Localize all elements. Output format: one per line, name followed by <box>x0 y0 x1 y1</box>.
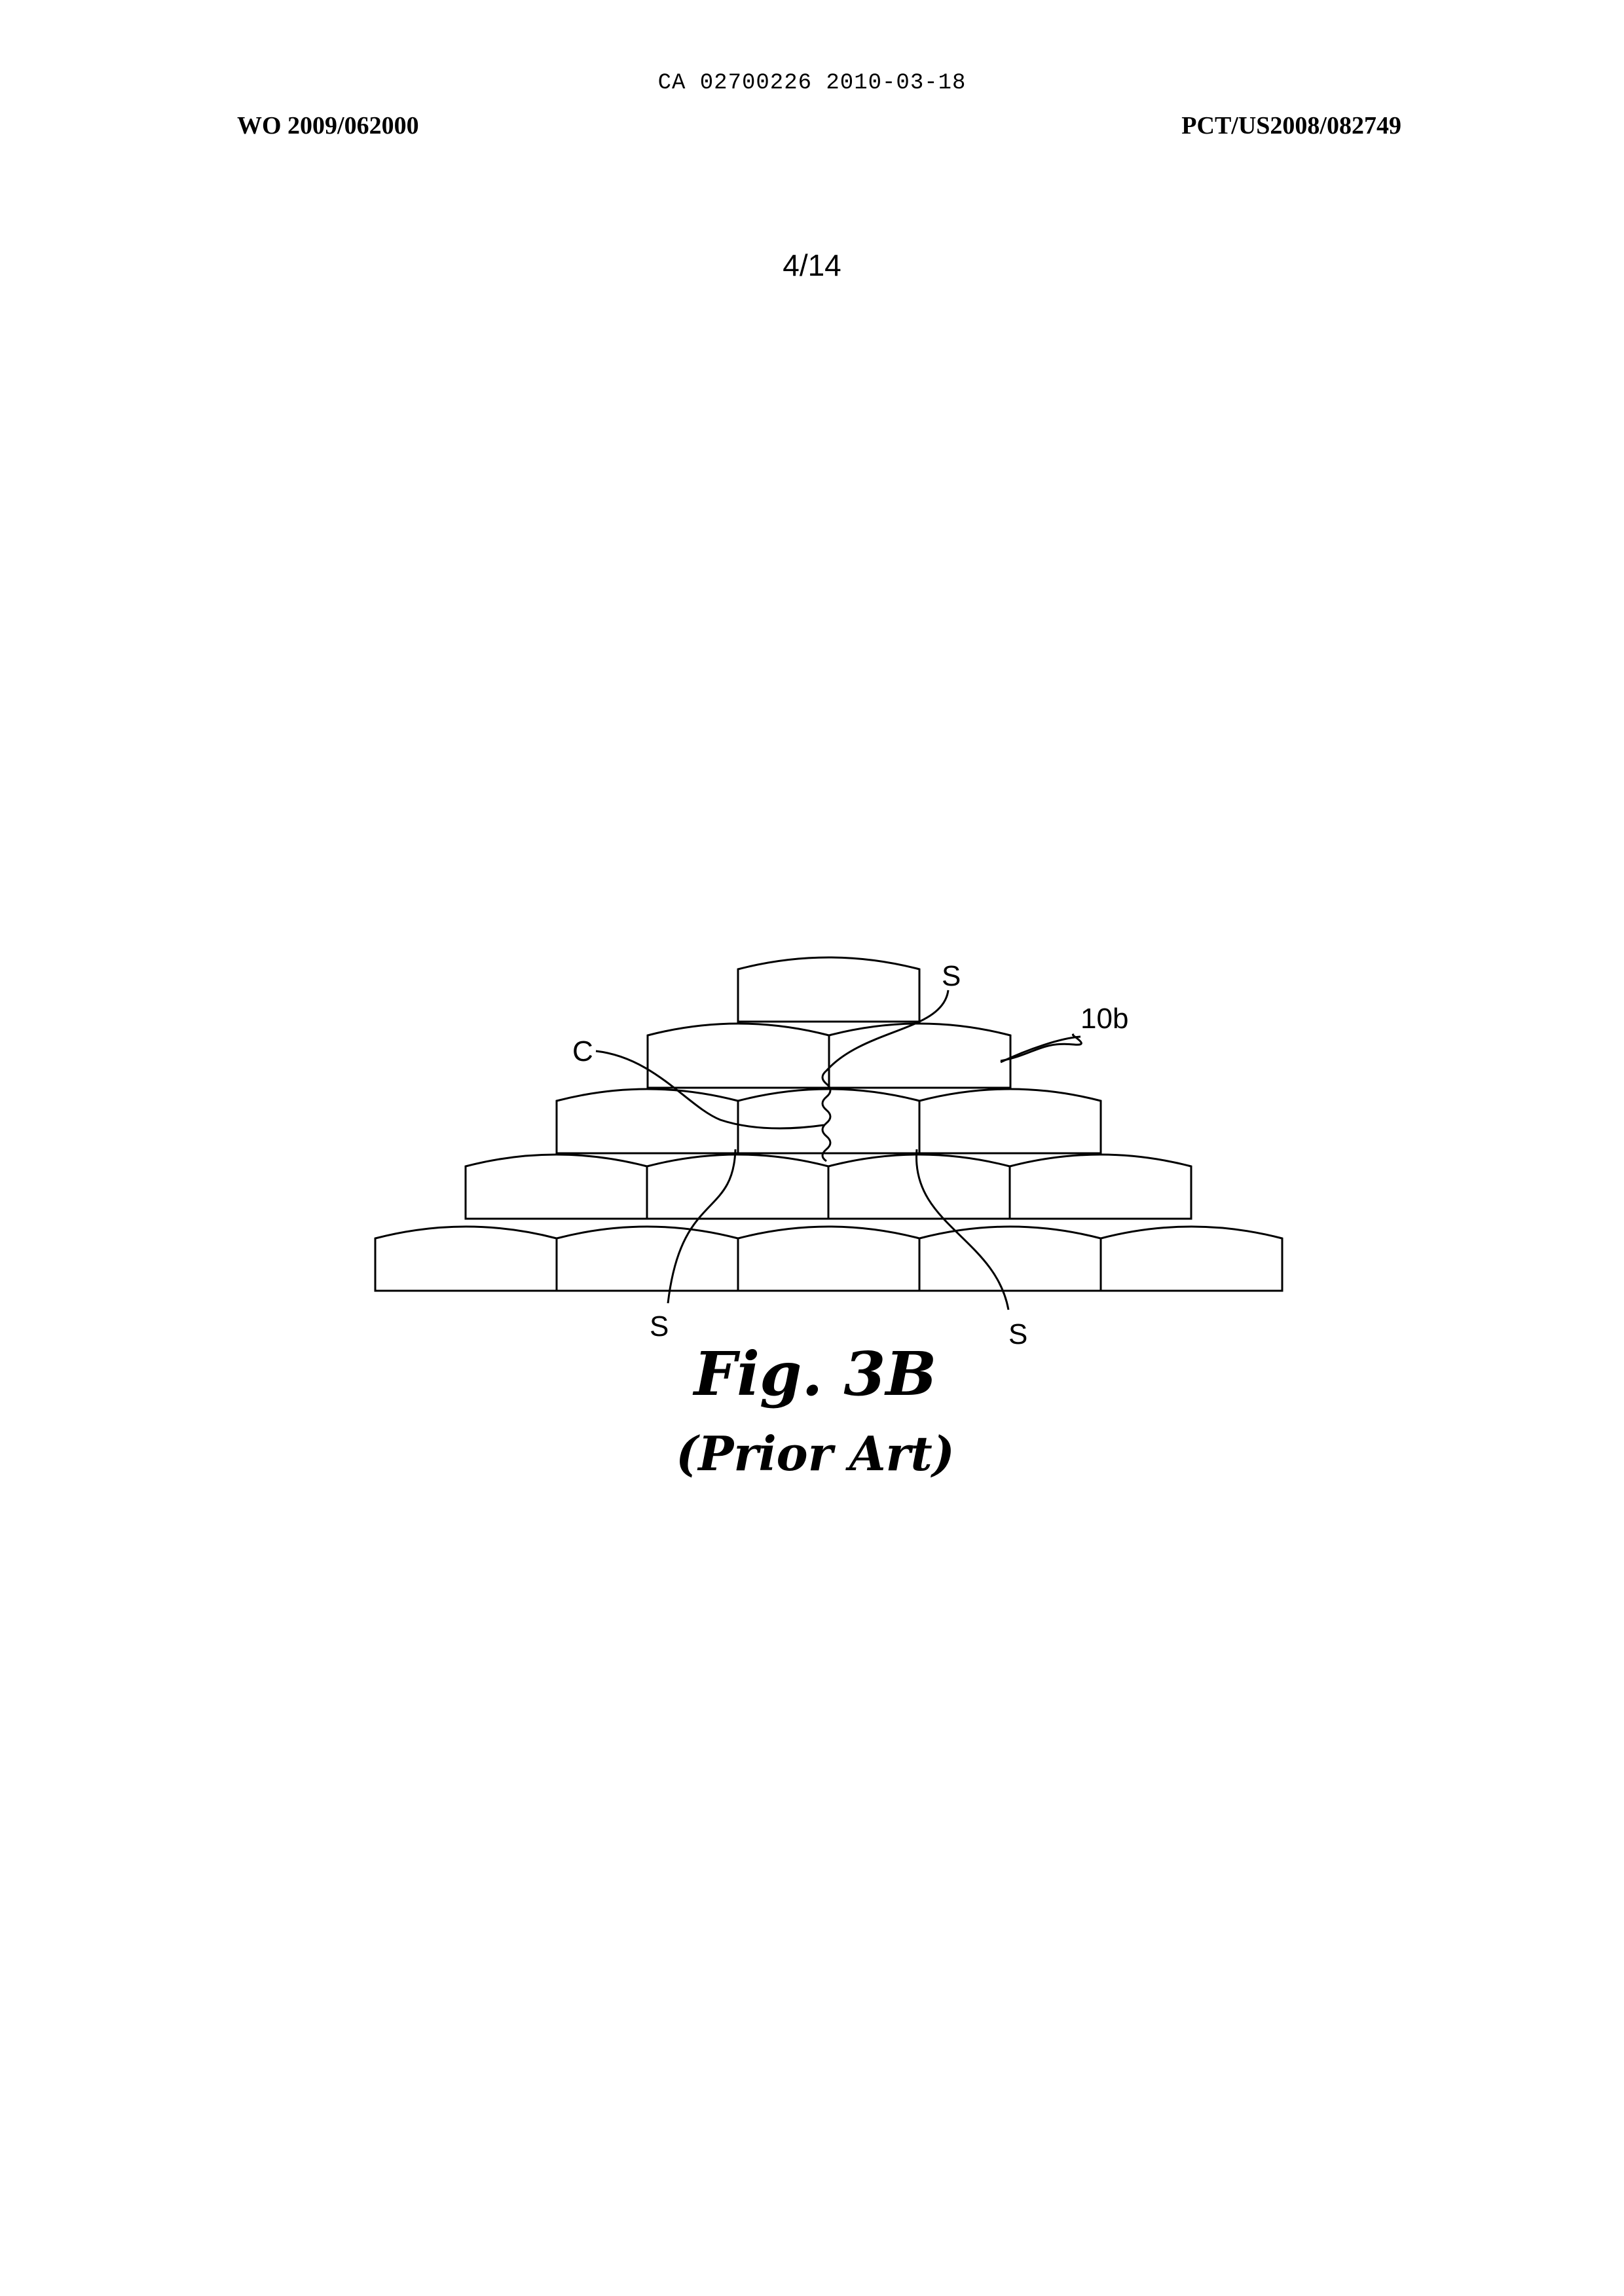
label-s-bottom-left: S <box>650 1310 669 1342</box>
block-row4-1 <box>466 1155 647 1219</box>
label-s-bottom-right: S <box>1008 1318 1027 1350</box>
block-row5-5 <box>1101 1227 1282 1291</box>
leader-lines <box>596 990 1081 1310</box>
block-row2-1 <box>648 1024 829 1088</box>
block-row5-2 <box>557 1227 738 1291</box>
block-row1-1 <box>738 957 919 1022</box>
block-row5-4 <box>919 1227 1101 1291</box>
stacked-blocks <box>375 957 1282 1291</box>
label-10b: 10b <box>1080 1003 1128 1035</box>
figure-caption: Fig. 3B <box>692 1339 936 1409</box>
block-row3-3 <box>919 1089 1101 1153</box>
leader-s-bottom-left <box>668 1149 735 1303</box>
block-row5-1 <box>375 1227 557 1291</box>
block-row5-3 <box>738 1227 919 1291</box>
block-row4-4 <box>1010 1155 1191 1219</box>
figure-subcaption: (Prior Art) <box>676 1426 955 1481</box>
block-row4-2 <box>647 1155 828 1219</box>
block-row2-2 <box>829 1024 1010 1088</box>
label-c: C <box>572 1035 593 1067</box>
block-row4-3 <box>828 1155 1010 1219</box>
label-s-top: S <box>942 960 961 992</box>
block-row3-1 <box>557 1089 738 1153</box>
leader-s-top <box>826 990 948 1071</box>
